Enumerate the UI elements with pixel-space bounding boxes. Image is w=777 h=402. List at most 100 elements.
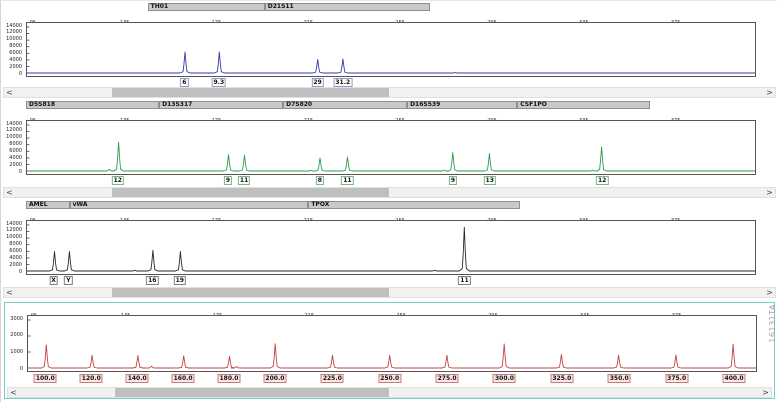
marker-d21s11[interactable]: D21S11 xyxy=(264,3,431,11)
allele-label[interactable]: 300.0 xyxy=(492,374,516,383)
y-tick-label: 14000 xyxy=(6,220,22,227)
allele-label[interactable]: 325.0 xyxy=(550,374,574,383)
scroll-thumb[interactable] xyxy=(112,288,390,297)
allele-labels: 100.0 120.0 140.0 160.0 180.0 200.0 225.0 250.0… xyxy=(27,374,757,384)
allele-label[interactable]: 350.0 xyxy=(607,374,631,383)
marker-tpox[interactable]: TPOX xyxy=(308,201,520,209)
marker-d13s317[interactable]: D13S317 xyxy=(159,101,284,109)
scroll-thumb[interactable] xyxy=(112,88,390,97)
allele-labels: 6 9.3 29 31.2 xyxy=(26,78,756,88)
y-tick-label: 6000 xyxy=(9,49,22,56)
allele-label[interactable]: 140.0 xyxy=(125,374,149,383)
allele-label[interactable]: 9 xyxy=(223,176,233,185)
allele-label[interactable]: 100.0 xyxy=(33,374,57,383)
selected-panel-red[interactable]: 95135175215255295335375 3000 2000 1000 0 100.… xyxy=(4,302,775,399)
allele-label[interactable]: 375.0 xyxy=(665,374,689,383)
scroll-thumb[interactable] xyxy=(115,388,390,397)
h-scrollbar: < > xyxy=(3,187,776,198)
panel-red-channel-size-standard: 95135175215255295335375 3000 2000 1000 0 100.… xyxy=(5,303,774,388)
h-scrollbar: < > xyxy=(3,287,776,298)
scroll-track[interactable] xyxy=(15,288,764,297)
y-tick-label: 0 xyxy=(19,365,23,372)
allele-label[interactable]: 200.0 xyxy=(263,374,287,383)
plot-area-red-channel-size-standard[interactable] xyxy=(27,315,757,372)
allele-label[interactable]: 225.0 xyxy=(320,374,344,383)
y-tick-label: 10000 xyxy=(6,134,22,141)
y-tick-label: 4000 xyxy=(9,154,22,161)
panel-black-channel: AMELvWATPOX95135175215255295335375140001… xyxy=(1,201,777,286)
allele-label[interactable]: 9.3 xyxy=(211,78,227,87)
allele-label[interactable]: 6 xyxy=(180,78,189,87)
allele-label[interactable]: 31.2 xyxy=(333,78,353,87)
allele-label[interactable]: 12 xyxy=(596,176,609,185)
y-tick-label: 0 xyxy=(18,70,22,77)
plot-area-green-channel[interactable] xyxy=(26,120,756,175)
allele-label[interactable]: 11 xyxy=(458,276,471,285)
scroll-right-arrow[interactable]: > xyxy=(766,88,773,97)
y-tick-label: 12000 xyxy=(6,29,22,36)
x-axis-ruler: 95135175215255295335375 xyxy=(26,111,756,126)
allele-label[interactable]: 250.0 xyxy=(378,374,402,383)
allele-label[interactable]: X xyxy=(49,276,58,285)
marker-amel[interactable]: AMEL xyxy=(26,201,70,209)
h-scrollbar-bottom: < > xyxy=(7,387,772,398)
allele-label[interactable]: 180.0 xyxy=(217,374,241,383)
y-tick-label: 12000 xyxy=(6,127,22,134)
plot-area-blue-channel[interactable] xyxy=(26,22,756,77)
allele-label[interactable]: 11 xyxy=(341,176,354,185)
marker-bar: TH01 D21S11 xyxy=(26,3,756,12)
scroll-track[interactable] xyxy=(19,388,760,397)
y-tick-label: 2000 xyxy=(9,63,22,70)
y-tick-label: 2000 xyxy=(9,161,22,168)
allele-label[interactable]: 275.0 xyxy=(435,374,459,383)
scroll-left-arrow[interactable]: < xyxy=(6,188,13,197)
y-tick-label: 6000 xyxy=(9,247,22,254)
marker-vwa[interactable]: vWA xyxy=(69,201,309,209)
allele-label[interactable]: 120.0 xyxy=(79,374,103,383)
figure-number-watermark: 16131TA xyxy=(768,304,777,343)
scroll-left-arrow[interactable]: < xyxy=(6,88,13,97)
allele-label[interactable]: 9 xyxy=(448,176,458,185)
y-tick-label: 8000 xyxy=(9,241,22,248)
y-tick-label: 12000 xyxy=(6,227,22,234)
x-axis-ruler: 95135175215255295335375 xyxy=(26,13,756,28)
scroll-thumb[interactable] xyxy=(112,188,390,197)
y-tick-label: 4000 xyxy=(9,56,22,63)
allele-labels: 12 9 11 8 11 9 13 12 xyxy=(26,176,756,186)
marker-bar: D5S818 D13S317 D7S820 D16S539 CSF1PO xyxy=(26,101,756,110)
marker-d5s818[interactable]: D5S818 xyxy=(26,101,160,109)
marker-d7s820[interactable]: D7S820 xyxy=(283,101,408,109)
x-axis-ruler: 95135175215255295335375 xyxy=(26,211,756,226)
allele-label[interactable]: Y xyxy=(64,276,73,285)
marker-d16s539[interactable]: D16S539 xyxy=(407,101,518,109)
y-tick-label: 14000 xyxy=(6,22,22,29)
allele-label[interactable]: 11 xyxy=(237,176,251,185)
panel-green-channel: D5S818D13S317D7S820D16S539CSF1PO95135175… xyxy=(1,101,777,186)
marker-th01[interactable]: TH01 xyxy=(147,3,265,11)
scroll-track[interactable] xyxy=(15,188,764,197)
allele-label[interactable]: 16 xyxy=(146,276,159,285)
allele-label[interactable]: 400.0 xyxy=(722,374,746,383)
scroll-right-arrow[interactable]: > xyxy=(766,288,773,297)
y-axis-labels: 3000 2000 1000 0 xyxy=(5,315,25,372)
marker-csf1po[interactable]: CSF1PO xyxy=(517,101,651,109)
scroll-left-arrow[interactable]: < xyxy=(6,288,13,297)
y-axis-labels: 14000 12000 10000 8000 6000 4000 2000 0 xyxy=(1,220,24,275)
y-tick-label: 3000 xyxy=(10,315,23,322)
plot-area-black-channel[interactable] xyxy=(26,220,756,275)
y-tick-label: 10000 xyxy=(6,36,22,43)
allele-label[interactable]: 160.0 xyxy=(171,374,195,383)
allele-label[interactable]: 19 xyxy=(173,276,186,285)
allele-label[interactable]: 12 xyxy=(111,176,124,185)
y-axis-labels: 14000 12000 10000 8000 6000 4000 2000 0 xyxy=(1,22,24,77)
y-axis-labels: 14000 12000 10000 8000 6000 4000 2000 0 xyxy=(1,120,24,175)
scroll-left-arrow[interactable]: < xyxy=(10,388,17,397)
allele-label[interactable]: 13 xyxy=(483,176,496,185)
allele-label[interactable]: 29 xyxy=(311,78,324,87)
scroll-right-arrow[interactable]: > xyxy=(766,188,773,197)
allele-label[interactable]: 8 xyxy=(315,176,324,185)
scroll-right-arrow[interactable]: > xyxy=(762,388,769,397)
y-tick-label: 8000 xyxy=(9,43,22,50)
scroll-track[interactable] xyxy=(15,88,764,97)
